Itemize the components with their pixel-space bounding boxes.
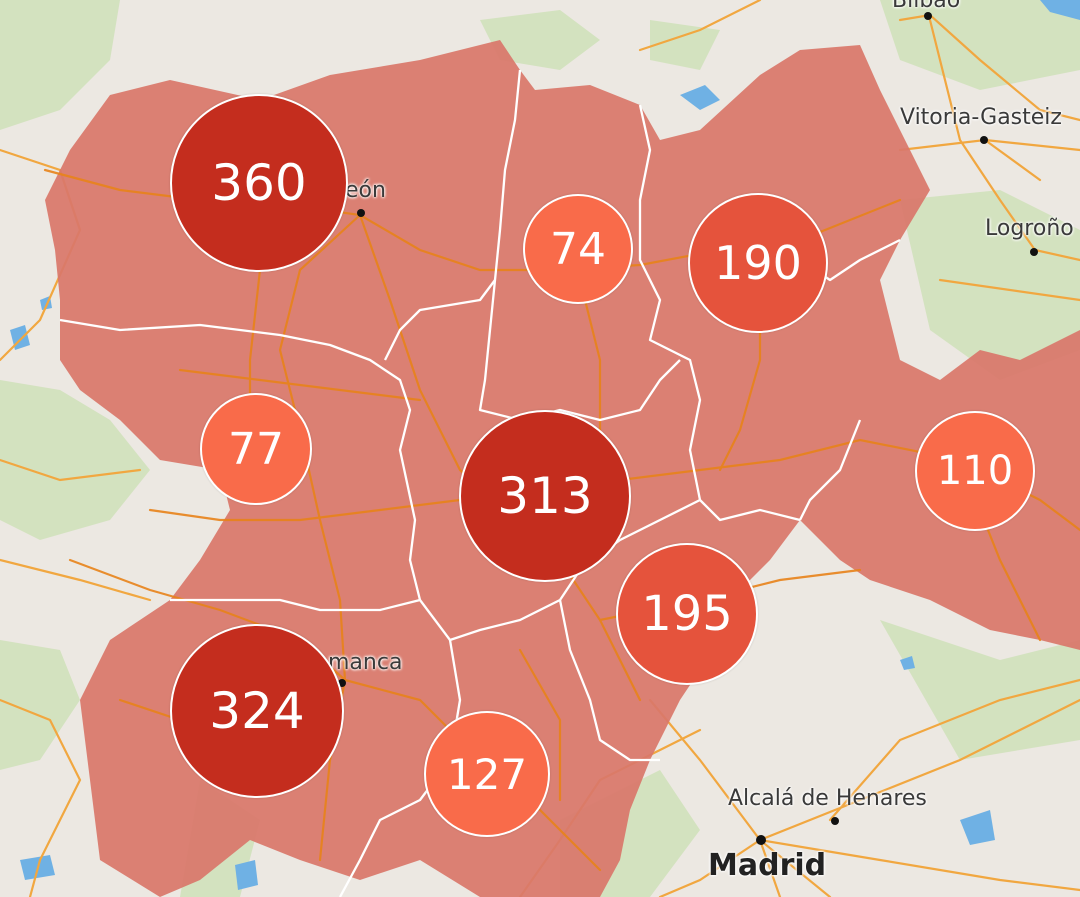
cluster-count: 360 [211, 154, 307, 212]
city-dot-salamanca [338, 679, 346, 687]
city-dot-vitoria [980, 136, 988, 144]
city-label-madrid: Madrid [708, 848, 827, 883]
cluster-marker-burgos[interactable]: 190 [688, 193, 828, 333]
cluster-count: 74 [550, 223, 606, 275]
cluster-count: 110 [936, 448, 1014, 494]
city-label-logrono: Logroño [985, 216, 1074, 241]
cluster-count: 313 [497, 467, 593, 525]
cluster-marker-salamanca[interactable]: 324 [170, 624, 344, 798]
cluster-count: 127 [446, 749, 528, 799]
city-label-leon: eón [345, 178, 386, 203]
cluster-marker-valladolid[interactable]: 313 [459, 410, 631, 582]
city-dot-logrono [1030, 248, 1038, 256]
city-dot-madrid [756, 835, 766, 845]
cluster-count: 195 [641, 586, 733, 642]
city-label-vitoria: Vitoria-Gasteiz [900, 105, 1062, 130]
cluster-count: 324 [209, 682, 305, 740]
city-label-alcala: Alcalá de Henares [728, 786, 927, 811]
city-label-salamanca: manca [328, 650, 403, 675]
city-dot-bilbao [924, 12, 932, 20]
cluster-marker-avila[interactable]: 127 [424, 711, 550, 837]
cluster-marker-palencia[interactable]: 74 [523, 194, 633, 304]
cluster-marker-zamora[interactable]: 77 [200, 393, 312, 505]
city-dot-alcala [831, 817, 839, 825]
city-label-bilbao: Bilbao [892, 0, 961, 13]
cluster-marker-leon[interactable]: 360 [170, 94, 348, 272]
cluster-marker-segovia[interactable]: 195 [616, 543, 758, 685]
cluster-count: 77 [228, 423, 284, 475]
cluster-marker-soria[interactable]: 110 [915, 411, 1035, 531]
city-dot-leon [357, 209, 365, 217]
cluster-count: 190 [714, 236, 802, 290]
